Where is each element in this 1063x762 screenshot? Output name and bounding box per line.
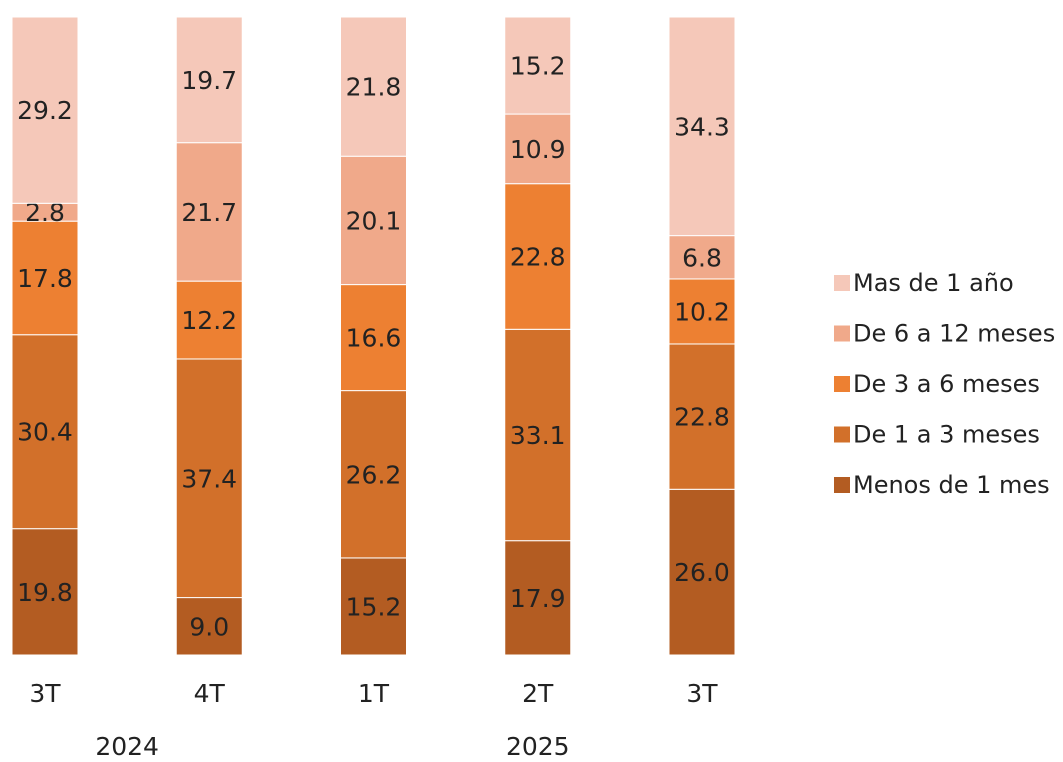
legend-label: De 1 a 3 meses — [853, 421, 1040, 449]
data-label: 15.2 — [346, 592, 402, 621]
legend-swatch — [834, 325, 850, 342]
legend-label: De 6 a 12 meses — [853, 320, 1055, 348]
bar-segment — [668, 278, 736, 345]
data-label: 17.9 — [510, 584, 566, 613]
data-label: 10.2 — [674, 297, 730, 326]
bar-segment — [668, 488, 736, 656]
data-label: 21.7 — [181, 198, 237, 227]
data-label: 16.6 — [346, 324, 402, 353]
data-label: 37.4 — [181, 464, 237, 493]
legend-label: Mas de 1 año — [853, 269, 1014, 297]
bar-segment — [340, 155, 407, 286]
bar-segment — [504, 328, 572, 542]
data-label: 22.8 — [674, 403, 730, 432]
legend-swatch — [834, 477, 850, 493]
data-label: 15.2 — [510, 52, 566, 81]
bar-segment — [340, 16, 407, 157]
x-tick-label: 1T — [358, 679, 390, 708]
bar-segment — [175, 358, 243, 599]
legend-swatch — [834, 376, 850, 392]
legend-swatch — [834, 275, 850, 291]
legend-label: De 3 a 6 meses — [853, 370, 1040, 398]
data-label: 17.8 — [17, 264, 73, 293]
data-label: 19.7 — [181, 66, 237, 95]
group-label: 2025 — [506, 732, 570, 761]
x-tick-label: 2T — [522, 679, 554, 708]
bar-segment — [175, 142, 243, 282]
data-label: 29.2 — [17, 96, 73, 125]
data-label: 26.2 — [346, 460, 402, 489]
bar-segment — [11, 334, 79, 530]
bar-segment — [504, 540, 572, 656]
data-label: 20.1 — [346, 206, 402, 235]
bar-segment — [340, 390, 407, 559]
bar-segment — [11, 16, 79, 204]
bar-segment — [175, 597, 243, 656]
legend-swatch — [834, 426, 850, 443]
data-label: 9.0 — [189, 612, 229, 641]
data-label: 34.3 — [674, 112, 730, 141]
data-label: 6.8 — [682, 243, 722, 272]
x-tick-label: 3T — [686, 679, 718, 708]
data-label: 33.1 — [510, 421, 566, 450]
data-label: 19.8 — [17, 578, 73, 607]
bar-segment — [340, 557, 407, 656]
data-label: 22.8 — [510, 242, 566, 271]
bar-segment — [340, 284, 407, 392]
bar-segment — [175, 16, 243, 144]
bar-segment — [504, 183, 572, 330]
x-tick-label: 3T — [29, 679, 61, 708]
bar-segment — [175, 280, 243, 360]
data-label: 21.8 — [346, 73, 402, 102]
x-tick-label: 4T — [194, 679, 226, 708]
bar-segment — [668, 235, 736, 280]
group-label: 2024 — [95, 732, 159, 761]
bar-segment — [11, 528, 79, 656]
data-label: 26.0 — [674, 558, 730, 587]
data-label: 10.9 — [510, 135, 566, 164]
data-label: 12.2 — [181, 306, 237, 335]
bar-segment — [668, 16, 736, 237]
legend-label: Menos de 1 mes — [853, 471, 1050, 499]
data-label: 30.4 — [17, 418, 73, 447]
bar-segment — [668, 343, 736, 490]
bar-segment — [504, 16, 572, 115]
